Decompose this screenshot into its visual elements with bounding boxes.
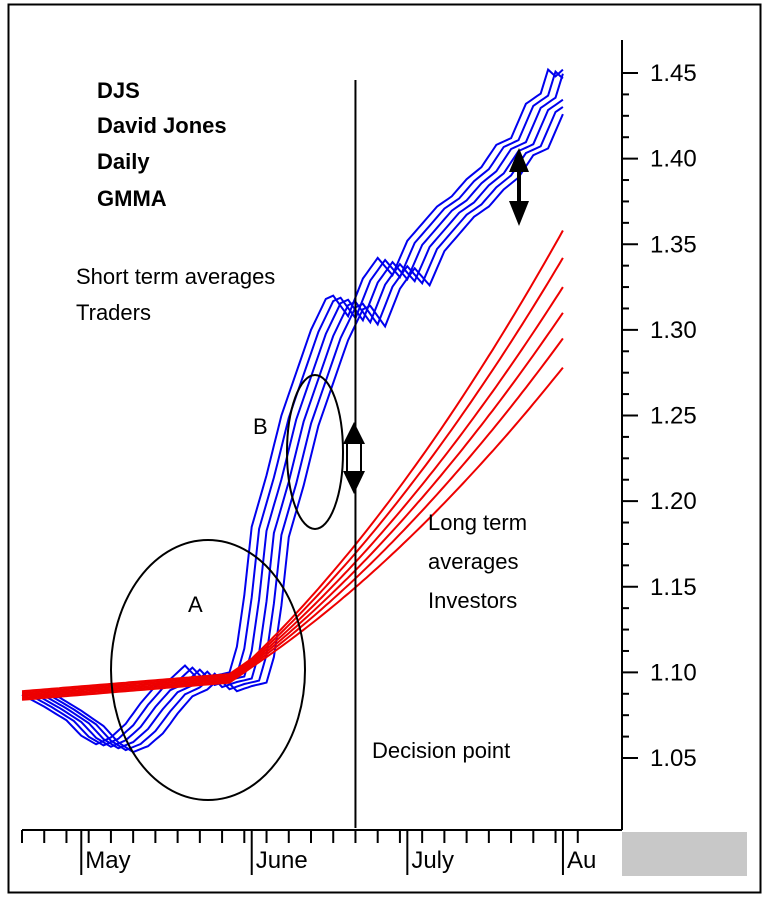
chart-title-block: DJS David Jones Daily GMMA bbox=[97, 78, 227, 211]
circle-a bbox=[110, 539, 306, 801]
title-line-2: David Jones bbox=[97, 113, 227, 138]
y-tick-label: 1.35 bbox=[650, 231, 697, 258]
x-month-label: June bbox=[256, 847, 308, 874]
short-term-average-line bbox=[21, 113, 564, 754]
y-tick-label: 1.45 bbox=[650, 60, 697, 87]
circle-b bbox=[286, 374, 344, 530]
y-tick-label: 1.10 bbox=[650, 659, 697, 686]
x-month-label: Au bbox=[567, 847, 596, 874]
long-term-label-2: averages bbox=[428, 549, 519, 574]
long-term-label-3: Investors bbox=[428, 588, 517, 613]
chart-frame bbox=[7, 3, 762, 894]
spread-arrow-mid bbox=[343, 422, 365, 494]
circle-b-label: B bbox=[253, 414, 268, 439]
short-term-label-2: Traders bbox=[76, 300, 151, 325]
y-tick-label: 1.20 bbox=[650, 488, 697, 515]
y-tick-label: 1.30 bbox=[650, 317, 697, 344]
y-tick-label: 1.25 bbox=[650, 403, 697, 430]
title-line-1: DJS bbox=[97, 78, 140, 103]
long-term-label-1: Long term bbox=[428, 510, 527, 535]
circle-a-label: A bbox=[188, 592, 203, 617]
decision-point-label: Decision point bbox=[372, 738, 510, 763]
y-tick-label: 1.15 bbox=[650, 574, 697, 601]
title-line-4: GMMA bbox=[97, 186, 167, 211]
short-term-label-1: Short term averages bbox=[76, 264, 275, 289]
x-month-label: July bbox=[411, 847, 454, 874]
spread-arrow-top bbox=[509, 148, 529, 226]
short-term-average-line bbox=[21, 73, 564, 748]
y-axis-ticks: 1.05 1.10 1.15 1.20 1.25 1.30 1.35 1.40 1.45 bbox=[622, 60, 697, 772]
short-term-average-line bbox=[21, 98, 564, 750]
title-line-3: Daily bbox=[97, 149, 150, 174]
x-month-label: May bbox=[85, 847, 130, 874]
y-tick-label: 1.40 bbox=[650, 146, 697, 173]
horizontal-scrollbar[interactable] bbox=[622, 832, 747, 876]
y-tick-label: 1.05 bbox=[650, 745, 697, 772]
x-axis-ticks: May June July Au bbox=[21, 830, 596, 875]
